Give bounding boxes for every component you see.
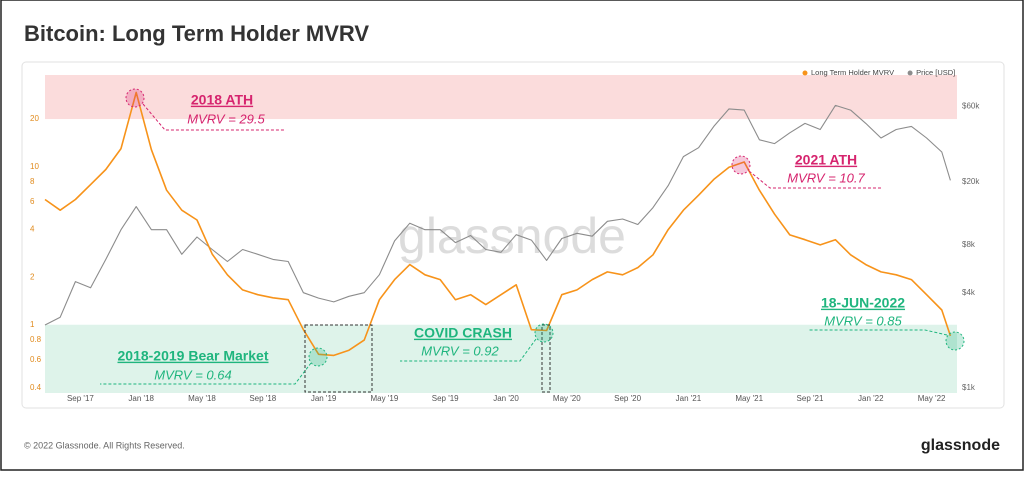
annotation-title: 2021 ATH <box>795 152 857 168</box>
x-tick-label: May '22 <box>918 394 946 403</box>
legend-swatch <box>802 70 808 76</box>
chart-title: Bitcoin: Long Term Holder MVRV <box>24 21 369 46</box>
y2-tick-label: $8k <box>962 240 976 249</box>
legend-label: Long Term Holder MVRV <box>811 68 894 77</box>
annotation-text: MVRV = 29.5 <box>187 111 265 126</box>
annotation-text: MVRV = 0.92 <box>421 343 499 358</box>
x-tick-label: Sep '20 <box>614 394 641 403</box>
annotation-text: MVRV = 0.64 <box>154 367 231 382</box>
annotation-leader <box>400 338 537 362</box>
annotation-title: 18-JUN-2022 <box>821 295 905 311</box>
range-box <box>541 324 551 393</box>
annotation-circle <box>731 155 751 175</box>
series-line <box>44 91 952 357</box>
y-tick-label: 0.4 <box>30 383 42 392</box>
series-line <box>44 104 951 326</box>
x-tick-label: Jan '22 <box>858 394 884 403</box>
copyright: © 2022 Glassnode. All Rights Reserved. <box>24 440 185 450</box>
x-tick-label: May '21 <box>735 394 763 403</box>
annotation-text: MVRV = 0.85 <box>824 313 902 328</box>
zone <box>45 324 957 393</box>
y-tick-label: 2 <box>30 272 35 281</box>
zones <box>45 75 957 393</box>
plot <box>44 91 952 357</box>
annotation-circle <box>308 347 328 367</box>
annotation-title: 2018-2019 Bear Market <box>118 348 269 364</box>
y-tick-label: 0.6 <box>30 355 42 364</box>
x-tick-label: May '18 <box>188 394 216 403</box>
x-tick-label: Sep '19 <box>432 394 459 403</box>
y-tick-label: 1 <box>30 320 35 329</box>
y-tick-label: 6 <box>30 197 35 206</box>
annotation-text: MVRV = 10.7 <box>787 170 865 185</box>
legend-label: Price [USD] <box>916 68 955 77</box>
annotation-title: COVID CRASH <box>414 325 512 341</box>
watermark: glassnode <box>398 208 626 264</box>
x-tick-label: May '20 <box>553 394 581 403</box>
annotation-leader <box>808 329 948 336</box>
annotation-leader <box>748 170 882 189</box>
y2-tick-label: $20k <box>962 177 980 186</box>
annotation-decor <box>304 324 551 393</box>
logo: glassnode <box>921 437 1000 454</box>
y-tick-label: 4 <box>30 225 35 234</box>
annotation-title: 2018 ATH <box>191 92 253 108</box>
x-tick-label: Sep '18 <box>249 394 276 403</box>
x-tick-label: Sep '21 <box>797 394 824 403</box>
annotation-leader <box>100 362 312 385</box>
annotation-leader <box>142 103 285 131</box>
range-box <box>304 324 373 393</box>
y2-tick-label: $60k <box>962 102 980 111</box>
x-tick-label: Sep '17 <box>67 394 94 403</box>
annotation-circle <box>125 88 145 108</box>
annotation-circle <box>945 331 965 351</box>
x-tick-label: Jan '20 <box>493 394 519 403</box>
y-tick-label: 20 <box>30 114 39 123</box>
x-tick-label: Jan '21 <box>676 394 702 403</box>
legend-swatch <box>907 70 913 76</box>
y-tick-label: 8 <box>30 177 35 186</box>
chart-panel <box>21 61 1005 409</box>
y-tick-label: 0.8 <box>30 335 42 344</box>
x-tick-label: Jan '19 <box>311 394 337 403</box>
x-tick-label: May '19 <box>371 394 399 403</box>
x-tick-label: Jan '18 <box>128 394 154 403</box>
zone <box>45 75 957 120</box>
page-frame <box>0 0 1024 471</box>
y2-tick-label: $1k <box>962 383 976 392</box>
y2-tick-label: $4k <box>962 288 976 297</box>
annotation-circle <box>534 323 554 343</box>
y-tick-label: 10 <box>30 162 39 171</box>
